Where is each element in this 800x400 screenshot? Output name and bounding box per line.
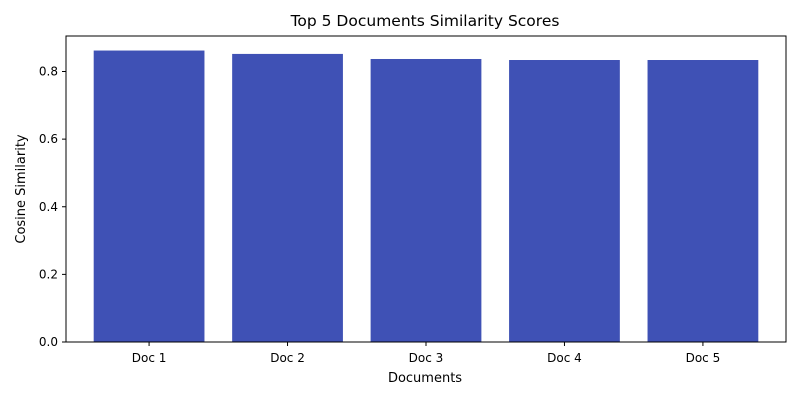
bar-3 bbox=[370, 58, 482, 343]
bar-4 bbox=[509, 60, 620, 343]
y-tick-label: 0.0 bbox=[39, 335, 58, 349]
y-tick-label: 0.6 bbox=[39, 132, 58, 146]
x-tick-label: Doc 1 bbox=[132, 351, 167, 365]
x-tick-label: Doc 3 bbox=[409, 351, 444, 365]
x-tick-label: Doc 4 bbox=[547, 351, 582, 365]
bar-2 bbox=[232, 53, 343, 342]
bars-group bbox=[93, 50, 759, 343]
y-tick-label: 0.2 bbox=[39, 267, 58, 281]
y-tick-label: 0.8 bbox=[39, 65, 58, 79]
x-axis-label: Documents bbox=[388, 371, 462, 386]
chart-title: Top 5 Documents Similarity Scores bbox=[290, 12, 560, 30]
x-axis-ticks: Doc 1 Doc 2 Doc 3 Doc 4 Doc 5 bbox=[132, 342, 720, 365]
y-tick-label: 0.4 bbox=[39, 200, 58, 214]
bar-5 bbox=[647, 60, 759, 343]
x-tick-label: Doc 5 bbox=[686, 351, 721, 365]
y-axis-ticks: 0.0 0.2 0.4 0.6 0.8 bbox=[39, 65, 66, 349]
bar-1 bbox=[93, 50, 205, 343]
y-axis-label: Cosine Similarity bbox=[14, 134, 29, 244]
plot-frame bbox=[65, 35, 787, 343]
x-tick-label: Doc 2 bbox=[270, 351, 305, 365]
